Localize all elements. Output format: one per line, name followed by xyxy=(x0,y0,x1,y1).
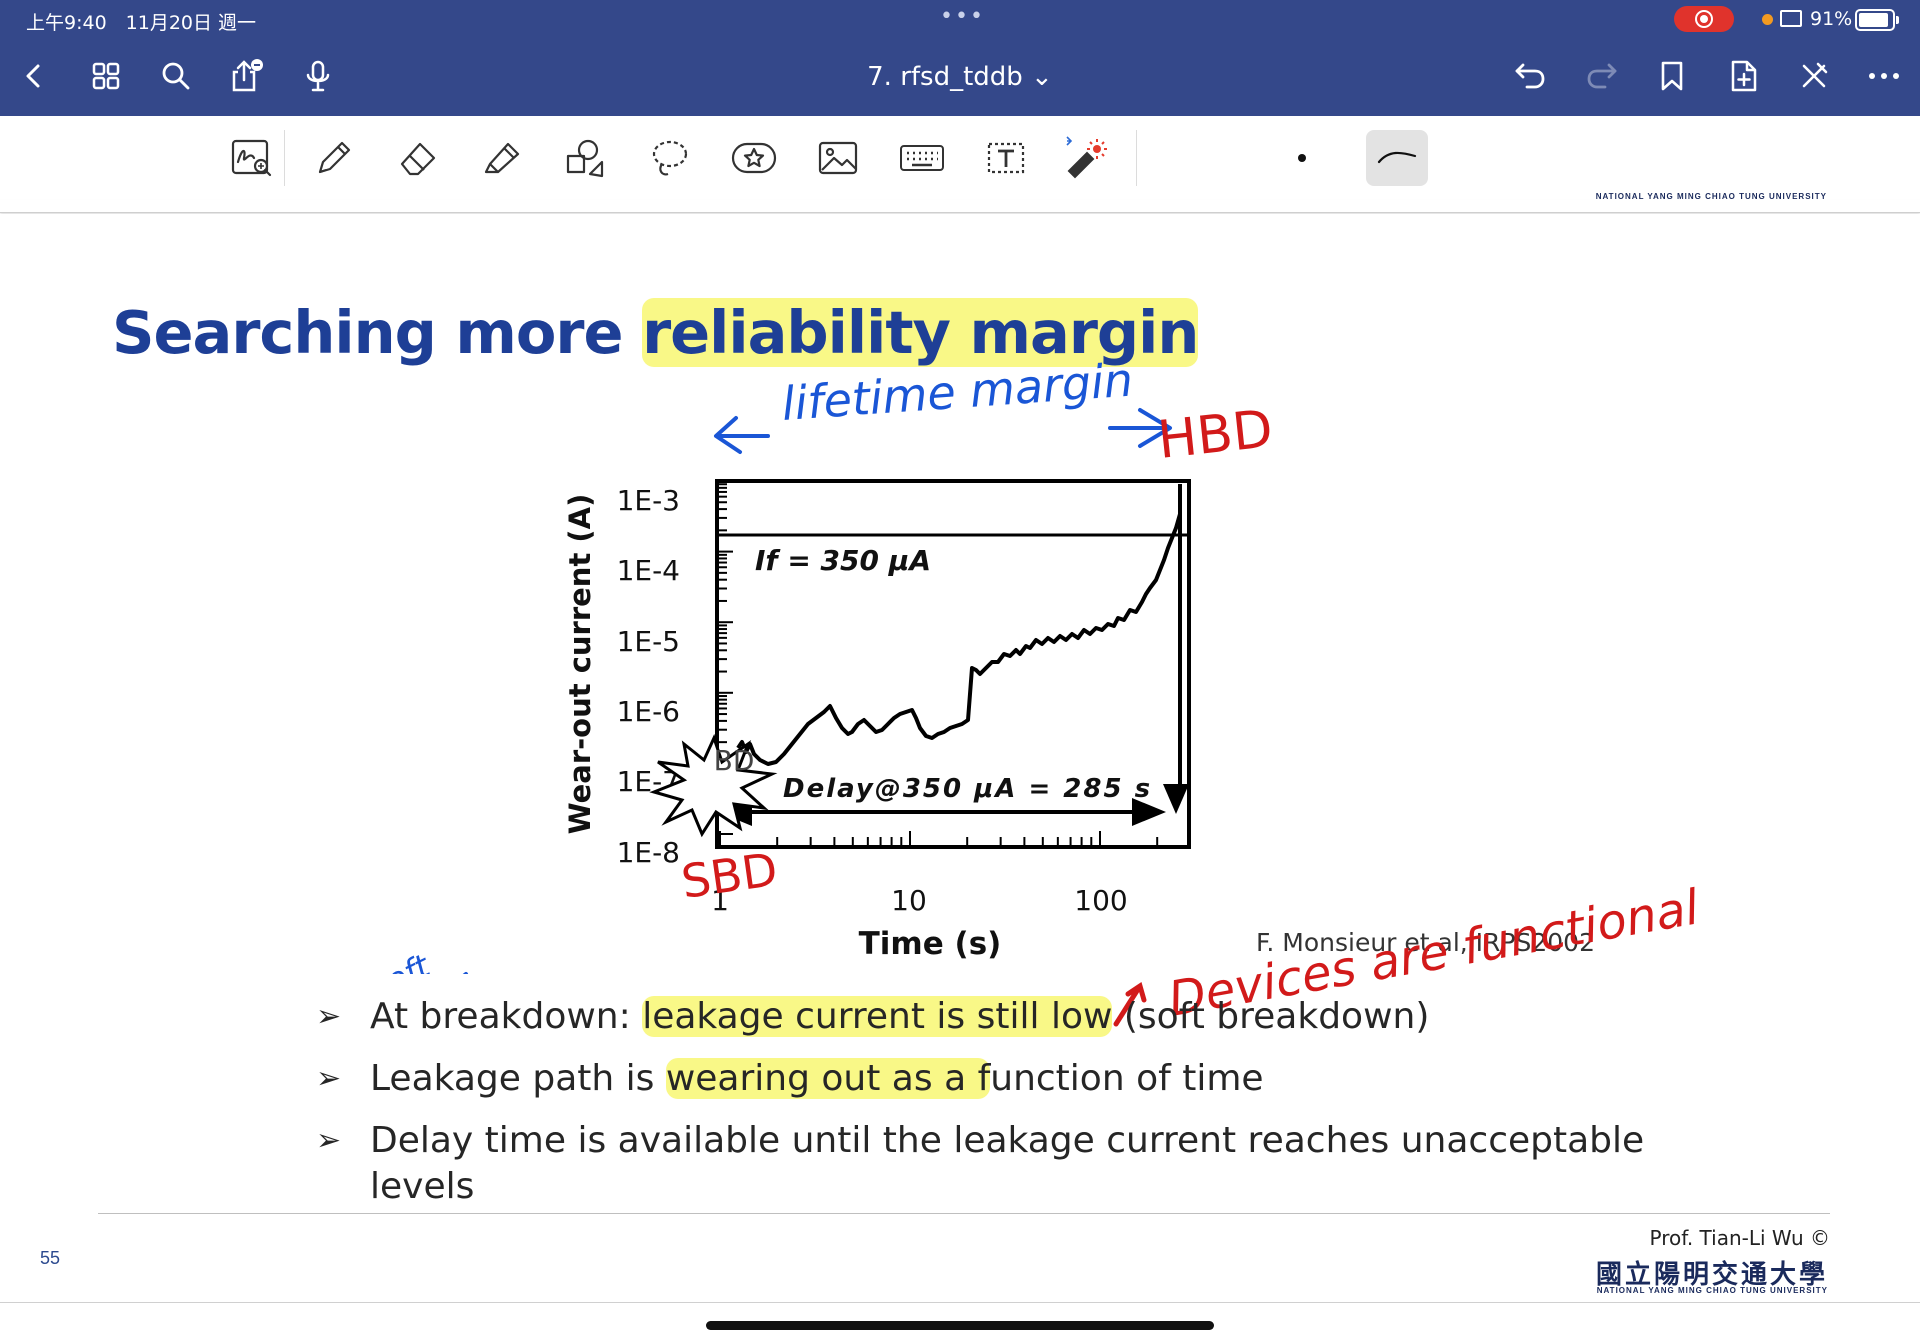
bullet-text: Leakage path is xyxy=(370,1058,666,1099)
bullet-item: ➢ At breakdown: leakage current is still… xyxy=(316,994,1676,1040)
y-axis-label: Wear-out current (A) xyxy=(563,494,597,835)
sticker-tool-icon[interactable] xyxy=(726,130,782,186)
shapes-tool-icon[interactable] xyxy=(558,130,614,186)
x-axis-label: Time (s) xyxy=(859,926,1002,962)
screen-recording-icon[interactable] xyxy=(1674,6,1734,32)
previous-page-edge xyxy=(0,200,1920,213)
status-bar: 上午9:40 11月20日 週一 ••• 91% xyxy=(0,0,1920,38)
add-page-icon[interactable] xyxy=(1722,54,1766,98)
microphone-icon[interactable] xyxy=(296,54,340,98)
if-label: If = 350 μA xyxy=(755,544,931,577)
y-tick-label: 1E-5 xyxy=(617,625,680,658)
back-icon[interactable] xyxy=(12,54,56,98)
delay-arrow-right-head xyxy=(1132,798,1166,826)
y-tick-label: 1E-8 xyxy=(617,836,680,869)
home-indicator[interactable] xyxy=(706,1321,1214,1330)
university-logo-chinese: 國立陽明交通大學 xyxy=(1595,1259,1828,1289)
hbd-down-arrow-head xyxy=(1163,784,1189,814)
x-tick-label: 10 xyxy=(891,884,927,917)
bullet-text: (soft breakdown) xyxy=(1112,996,1430,1037)
highlighter-tool-icon[interactable] xyxy=(474,130,530,186)
bullet-arrow-icon: ➢ xyxy=(316,1061,342,1096)
bullet-arrow-icon: ➢ xyxy=(316,1123,342,1158)
bullet-item: ➢ Delay time is available until the leak… xyxy=(316,1118,1676,1210)
bullet-list: ➢ At breakdown: leakage current is still… xyxy=(316,994,1676,1226)
mic-in-use-indicator xyxy=(1762,14,1773,25)
lasso-tool-icon[interactable] xyxy=(642,130,698,186)
bottom-area xyxy=(0,1302,1920,1343)
citation: F. Monsieur et al, IRPS2002 xyxy=(1256,928,1595,957)
battery-icon xyxy=(1855,9,1899,31)
stroke-style-icon[interactable] xyxy=(1366,130,1428,186)
y-tick-label: 1E-6 xyxy=(617,695,680,728)
text-tool-icon[interactable] xyxy=(978,130,1034,186)
redo-icon[interactable] xyxy=(1580,54,1624,98)
document-nav-bar: 7. rfsd_tddb ⌄ xyxy=(0,38,1920,116)
document-title-dropdown[interactable]: 7. rfsd_tddb ⌄ xyxy=(867,62,1053,92)
delay-label: Delay@350 μA = 285 s xyxy=(783,774,1152,804)
more-options-icon[interactable] xyxy=(1862,54,1906,98)
slide-title-text: Searching more xyxy=(112,298,643,367)
breakdown-starburst xyxy=(649,733,778,838)
slide-title-highlighted: reliability margin xyxy=(642,298,1199,367)
bullet-text: unction of time xyxy=(990,1058,1264,1099)
previous-page-university: NATIONAL YANG MING CHIAO TUNG UNIVERSITY xyxy=(1595,192,1827,201)
handwriting-lifetime-arrow-left xyxy=(714,416,770,454)
university-logo-english: NATIONAL YANG MING CHIAO TUNG UNIVERSITY xyxy=(1596,1286,1828,1295)
multitasking-dots[interactable]: ••• xyxy=(940,4,985,29)
bullet-arrow-icon: ➢ xyxy=(316,999,342,1034)
pen-off-icon[interactable] xyxy=(1792,54,1836,98)
wear-out-current-curve xyxy=(736,513,1182,766)
bullet-item: ➢ Leakage path is wearing out as a funct… xyxy=(316,1056,1676,1102)
status-time: 上午9:40 11月20日 週一 xyxy=(26,12,257,34)
pen-size-small-icon[interactable] xyxy=(1274,130,1330,186)
x-tick-label: 1 xyxy=(711,884,729,917)
slide-title: Searching more reliability margin xyxy=(112,298,1199,367)
plot-frame xyxy=(715,479,1191,849)
footer-divider xyxy=(98,1213,1830,1214)
handwriting-sbd: SBD xyxy=(678,842,781,909)
laser-pointer-tool-icon[interactable] xyxy=(1058,130,1114,186)
bullet-text: At breakdown: xyxy=(370,996,643,1037)
share-icon[interactable] xyxy=(224,54,268,98)
slide-page[interactable]: Searching more reliability margin 1E-3 1… xyxy=(0,214,1920,1302)
handwriting-devices-layer: Devices are functional xyxy=(1113,879,1704,1028)
y-tick-label: 1E-3 xyxy=(617,484,680,517)
x-tick-label: 100 xyxy=(1074,884,1127,917)
handwriting-lifetime-arrow-right xyxy=(1108,408,1172,448)
screen-mirroring-icon xyxy=(1780,10,1802,27)
bullet-text: Delay time is available until the leakag… xyxy=(370,1120,1645,1207)
undo-icon[interactable] xyxy=(1508,54,1552,98)
handwriting-lifetime-margin: lifetime margin xyxy=(780,353,1135,431)
grid-view-icon[interactable] xyxy=(84,54,128,98)
bullet-highlight: leakage current is still low xyxy=(642,996,1113,1037)
page-number: 55 xyxy=(40,1248,61,1268)
professor-credit: Prof. Tian-Li Wu © xyxy=(1649,1226,1831,1250)
pen-tool-icon[interactable] xyxy=(306,130,362,186)
bookmark-icon[interactable] xyxy=(1650,54,1694,98)
lasso-zoom-tool-icon[interactable] xyxy=(224,130,280,186)
keyboard-tool-icon[interactable] xyxy=(894,130,950,186)
drawing-toolbar xyxy=(0,116,1920,201)
eraser-tool-icon[interactable] xyxy=(390,130,446,186)
battery-percentage: 91% xyxy=(1810,8,1853,30)
image-tool-icon[interactable] xyxy=(810,130,866,186)
bullet-highlight: wearing out as a f xyxy=(665,1058,991,1099)
handwriting-hbd: HBD xyxy=(1155,399,1275,471)
search-icon[interactable] xyxy=(154,54,198,98)
wear-out-current-chart: 1E-3 1E-4 1E-5 1E-6 1E-7 1E-8 1 10 100 T… xyxy=(365,353,1276,974)
breakdown-label: BD xyxy=(714,744,755,777)
y-tick-label: 1E-4 xyxy=(617,554,680,587)
